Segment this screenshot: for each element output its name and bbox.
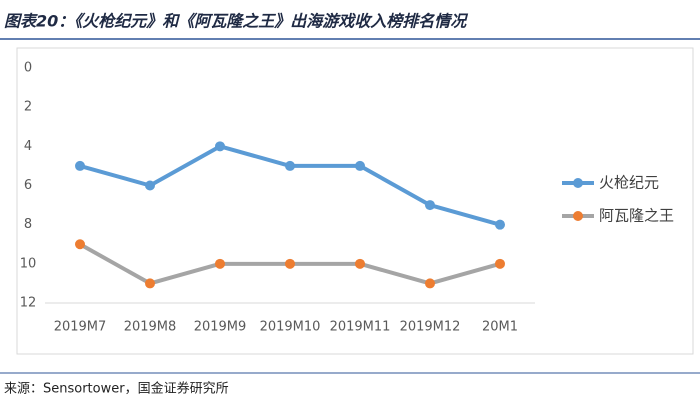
chart-frame [16,47,694,355]
point [285,160,295,171]
x-tick-label: 2019M9 [194,320,247,335]
legend-marker [573,178,583,188]
point [425,200,435,211]
x-tick-label: 2019M11 [330,320,391,335]
y-tick-label: 10 [20,256,37,271]
x-tick-label: 2019M7 [54,320,107,335]
y-tick-label: 12 [20,296,37,311]
point [215,141,225,152]
legend-marker [573,211,583,221]
x-tick-label: 2019M10 [260,320,321,335]
y-tick-label: 4 [24,139,32,154]
legend-label: 火枪纪元 [599,174,659,192]
series-line [79,144,501,227]
point [145,278,155,289]
point [75,239,85,250]
point [145,180,155,191]
point [75,160,85,171]
point [425,278,435,289]
source-note: 来源：Sensortower，国金证券研究所 [4,381,229,397]
point [355,258,365,269]
x-tick-label: 20M1 [482,320,518,335]
point [495,219,505,230]
y-tick-label: 6 [24,178,32,193]
point [285,258,295,269]
x-tick-label: 2019M8 [124,320,177,335]
point [355,160,365,171]
point [495,258,505,269]
y-tick-label: 8 [24,217,32,232]
x-tick-label: 2019M12 [400,320,461,335]
y-tick-label: 2 [24,100,32,115]
chart-title: 图表20：《火枪纪元》和《阿瓦隆之王》出海游戏收入榜排名情况 [4,12,468,31]
legend-label: 阿瓦隆之王 [599,207,674,225]
y-tick-label: 0 [24,61,32,76]
point [215,258,225,269]
